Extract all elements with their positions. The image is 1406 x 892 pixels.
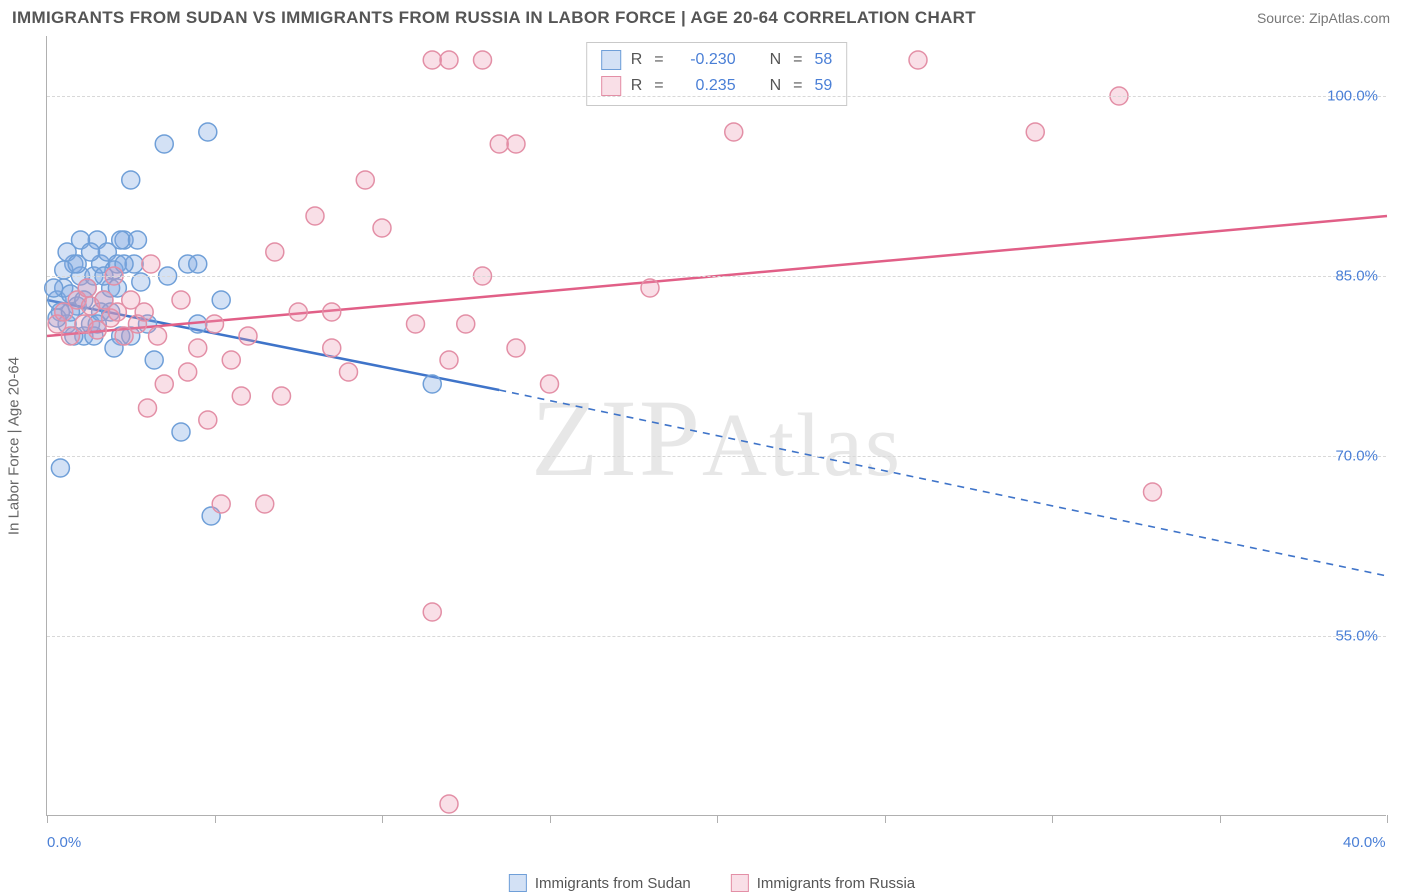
data-point — [423, 375, 441, 393]
legend-swatch — [731, 874, 749, 892]
data-point — [212, 495, 230, 513]
y-tick-label: 100.0% — [1327, 88, 1378, 105]
gridline — [47, 276, 1386, 277]
data-point — [289, 303, 307, 321]
data-point — [232, 387, 250, 405]
legend-label: Immigrants from Russia — [757, 875, 915, 892]
y-tick-label: 85.0% — [1335, 268, 1378, 285]
x-tick — [717, 815, 718, 823]
chart-title: IMMIGRANTS FROM SUDAN VS IMMIGRANTS FROM… — [12, 8, 976, 28]
plot-area: ZIPAtlas R=-0.230N=58R=0.235N=59 55.0%70… — [46, 36, 1386, 816]
x-tick — [1052, 815, 1053, 823]
data-point — [239, 327, 257, 345]
data-point — [172, 423, 190, 441]
data-point — [155, 375, 173, 393]
data-point — [149, 327, 167, 345]
data-point — [507, 135, 525, 153]
data-point — [155, 135, 173, 153]
legend-item: Immigrants from Russia — [731, 874, 915, 892]
data-point — [266, 243, 284, 261]
x-axis-legend: Immigrants from Sudan Immigrants from Rus… — [509, 874, 915, 892]
data-point — [51, 459, 69, 477]
stat-row: R = -0.230 N = 58 — [601, 47, 833, 73]
data-point — [725, 123, 743, 141]
legend-item: Immigrants from Sudan — [509, 874, 691, 892]
data-point — [507, 339, 525, 357]
data-point — [112, 231, 130, 249]
x-tick — [1220, 815, 1221, 823]
data-point — [323, 339, 341, 357]
data-point — [541, 375, 559, 393]
data-point — [407, 315, 425, 333]
x-tick-label: 0.0% — [47, 834, 81, 851]
x-tick — [1387, 815, 1388, 823]
data-point — [45, 279, 63, 297]
data-point — [78, 279, 96, 297]
data-point — [440, 351, 458, 369]
gridline — [47, 96, 1386, 97]
y-tick-label: 55.0% — [1335, 628, 1378, 645]
x-tick — [47, 815, 48, 823]
data-point — [1026, 123, 1044, 141]
plot-svg — [47, 36, 1386, 815]
data-point — [273, 387, 291, 405]
data-point — [172, 291, 190, 309]
y-tick-label: 70.0% — [1335, 448, 1378, 465]
r-value: -0.230 — [676, 47, 736, 73]
data-point — [206, 315, 224, 333]
data-point — [340, 363, 358, 381]
data-point — [373, 219, 391, 237]
data-point — [423, 603, 441, 621]
x-tick — [550, 815, 551, 823]
legend-swatch — [509, 874, 527, 892]
x-tick — [382, 815, 383, 823]
data-point — [1144, 483, 1162, 501]
data-point — [139, 399, 157, 417]
x-tick — [885, 815, 886, 823]
stat-label-n: N — [770, 47, 782, 73]
equals-sign: = — [654, 47, 663, 73]
data-point — [306, 207, 324, 225]
data-point — [440, 795, 458, 813]
data-point — [145, 351, 163, 369]
data-point — [256, 495, 274, 513]
data-point — [909, 51, 927, 69]
equals-sign: = — [793, 47, 802, 73]
data-point — [212, 291, 230, 309]
source-label: Source: ZipAtlas.com — [1257, 10, 1390, 26]
y-axis-label: In Labor Force | Age 20-64 — [6, 357, 23, 535]
data-point — [440, 51, 458, 69]
gridline — [47, 636, 1386, 637]
data-point — [199, 123, 217, 141]
legend-label: Immigrants from Sudan — [535, 875, 691, 892]
data-point — [135, 303, 153, 321]
data-point — [189, 255, 207, 273]
data-point — [323, 303, 341, 321]
stat-label-r: R — [631, 47, 643, 73]
x-tick — [215, 815, 216, 823]
data-point — [128, 231, 146, 249]
data-point — [122, 171, 140, 189]
data-point — [222, 351, 240, 369]
data-point — [199, 411, 217, 429]
data-point — [189, 339, 207, 357]
data-point — [474, 51, 492, 69]
data-point — [142, 255, 160, 273]
gridline — [47, 456, 1386, 457]
data-point — [423, 51, 441, 69]
data-point — [457, 315, 475, 333]
regression-line-dashed — [499, 390, 1387, 576]
data-point — [641, 279, 659, 297]
legend-swatch — [601, 76, 621, 96]
data-point — [356, 171, 374, 189]
data-point — [82, 243, 100, 261]
legend-swatch — [601, 50, 621, 70]
data-point — [179, 363, 197, 381]
chart-container: In Labor Force | Age 20-64 ZIPAtlas R=-0… — [32, 36, 1392, 856]
data-point — [490, 135, 508, 153]
x-tick-label: 40.0% — [1343, 834, 1386, 851]
n-value: 58 — [815, 47, 833, 73]
